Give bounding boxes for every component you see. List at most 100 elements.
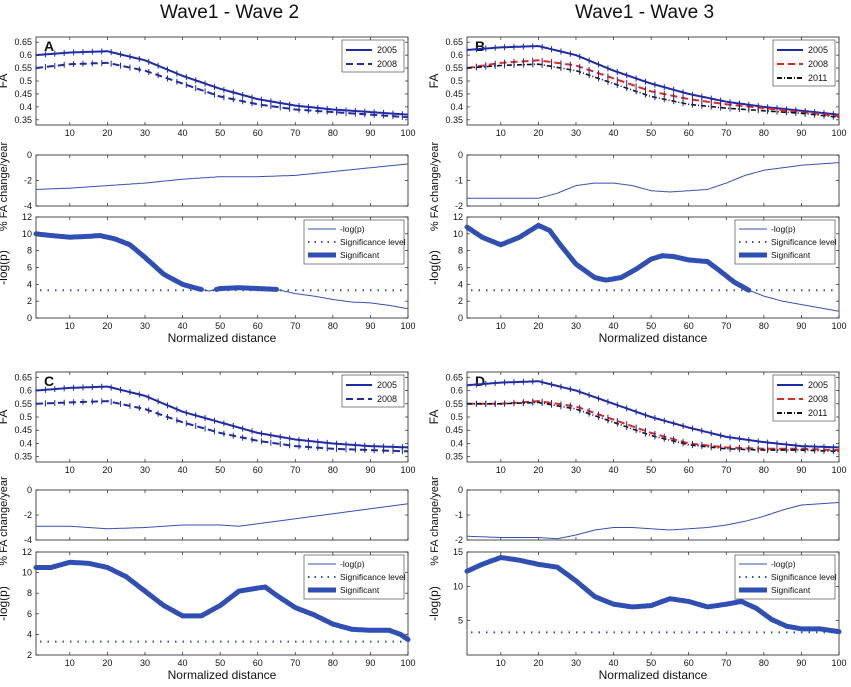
x-tick-label: 50 xyxy=(646,658,656,668)
x-tick-label: 20 xyxy=(533,128,543,138)
x-tick-label: 40 xyxy=(609,465,619,475)
y-axis-label: FA xyxy=(427,74,441,89)
change-axes xyxy=(35,154,409,207)
logp-legend-label: -log(p) xyxy=(340,224,365,234)
y-tick-label: -2 xyxy=(24,510,32,520)
x-tick-label: 60 xyxy=(253,128,263,138)
logp-legend-label: Significant xyxy=(340,585,380,595)
y-tick-label: 0.5 xyxy=(19,412,32,422)
x-tick-label: 90 xyxy=(796,465,806,475)
y-axis-label: % FA change/year xyxy=(429,142,441,232)
y-tick-label: 0.4 xyxy=(450,102,463,112)
legend-label-2008: 2008 xyxy=(377,59,397,69)
legend-label-2005: 2005 xyxy=(377,45,397,55)
x-axis-label: Normalized distance xyxy=(599,331,708,345)
x-tick-label: 50 xyxy=(646,128,656,138)
x-tick-label: 30 xyxy=(140,658,150,668)
x-tick-label: 100 xyxy=(831,128,846,138)
x-tick-label: 30 xyxy=(571,465,581,475)
x-tick-label: 60 xyxy=(253,465,263,475)
y-axis-label: FA xyxy=(0,410,10,425)
y-tick-label: 0.4 xyxy=(19,102,32,112)
y-axis-label: -log(p) xyxy=(0,586,10,621)
x-tick-label: 10 xyxy=(496,658,506,668)
y-tick-label: 0.6 xyxy=(19,386,32,396)
y-axis-label: -log(p) xyxy=(427,250,441,285)
y-tick-label: -2 xyxy=(455,535,463,545)
y-tick-label: 0.5 xyxy=(450,76,463,86)
y-tick-label: -1 xyxy=(455,510,463,520)
y-axis-label: FA xyxy=(0,74,10,89)
fa-series-2008 xyxy=(467,400,840,452)
x-tick-label: 20 xyxy=(102,465,112,475)
logp-legend-label: -log(p) xyxy=(771,559,796,569)
x-tick-label: 90 xyxy=(796,128,806,138)
x-tick-label: 90 xyxy=(365,658,375,668)
significant-segment xyxy=(33,559,411,642)
logp-axes xyxy=(466,551,840,656)
x-tick-label: 10 xyxy=(496,128,506,138)
logp-legend-label: Significance level xyxy=(771,572,837,582)
change-line xyxy=(36,163,409,190)
y-tick-label: 4 xyxy=(27,629,32,639)
y-tick-label: 2 xyxy=(458,296,463,306)
logp-legend-label: Significant xyxy=(340,250,380,260)
x-tick-label: 10 xyxy=(496,465,506,475)
x-tick-label: 20 xyxy=(533,658,543,668)
legend-label-2011: 2011 xyxy=(808,73,827,83)
x-tick-label: 100 xyxy=(831,321,846,331)
y-tick-label: 0.45 xyxy=(445,89,463,99)
y-tick-label: 8 xyxy=(458,246,463,256)
x-tick-label: 10 xyxy=(496,321,506,331)
x-tick-label: 60 xyxy=(684,321,694,331)
significant-segment xyxy=(464,554,842,635)
x-tick-label: 40 xyxy=(178,321,188,331)
panel-letter: A xyxy=(44,38,54,54)
x-tick-label: 90 xyxy=(796,321,806,331)
x-tick-label: 20 xyxy=(102,128,112,138)
y-tick-label: 0.35 xyxy=(445,452,463,462)
x-tick-label: 80 xyxy=(759,465,769,475)
legend-label-2005: 2005 xyxy=(808,380,828,390)
y-axis-label: % FA change/year xyxy=(0,476,10,566)
x-tick-label: 50 xyxy=(215,658,225,668)
x-tick-label: 40 xyxy=(609,658,619,668)
y-tick-label: 0.45 xyxy=(14,89,32,99)
x-tick-label: 100 xyxy=(831,465,846,475)
legend-label-2008: 2008 xyxy=(808,394,828,404)
logp-legend-label: -log(p) xyxy=(771,224,796,234)
x-tick-label: 40 xyxy=(178,465,188,475)
y-tick-label: 0 xyxy=(27,150,32,160)
x-tick-label: 20 xyxy=(102,658,112,668)
x-tick-label: 80 xyxy=(759,321,769,331)
y-tick-label: 0.65 xyxy=(445,372,463,382)
x-tick-label: 90 xyxy=(365,128,375,138)
x-tick-label: 40 xyxy=(609,128,619,138)
x-axis-label: Normalized distance xyxy=(168,668,277,682)
column-title-right: Wave1 - Wave 3 xyxy=(575,2,715,23)
y-tick-label: 4 xyxy=(27,279,32,289)
y-tick-label: 10 xyxy=(22,568,32,578)
y-tick-label: 0 xyxy=(458,485,463,495)
y-tick-label: 10 xyxy=(22,229,32,239)
x-tick-label: 80 xyxy=(759,128,769,138)
logp-legend-label: Significance level xyxy=(340,237,406,247)
y-tick-label: 0.6 xyxy=(450,50,463,60)
panel-letter: C xyxy=(44,373,54,389)
y-axis-label: -log(p) xyxy=(427,586,441,621)
x-tick-label: 60 xyxy=(253,321,263,331)
x-tick-label: 10 xyxy=(65,321,75,331)
y-tick-label: 0.35 xyxy=(14,452,32,462)
legend-label-2008: 2008 xyxy=(377,394,397,404)
x-tick-label: 80 xyxy=(328,465,338,475)
y-tick-label: 0.4 xyxy=(450,438,463,448)
y-tick-label: -4 xyxy=(24,535,32,545)
panel-A: 10 20 30 40 50 60 70 80 90 1000.350.40.450.50.550… xyxy=(0,36,416,345)
logp-legend-label: -log(p) xyxy=(340,559,365,569)
y-tick-label: 0.65 xyxy=(14,372,32,382)
y-tick-label: 0 xyxy=(27,313,32,323)
fa-series-2008 xyxy=(466,59,840,117)
legend-label-2005: 2005 xyxy=(808,45,828,55)
x-tick-label: 80 xyxy=(328,128,338,138)
y-tick-label: 0 xyxy=(27,485,32,495)
